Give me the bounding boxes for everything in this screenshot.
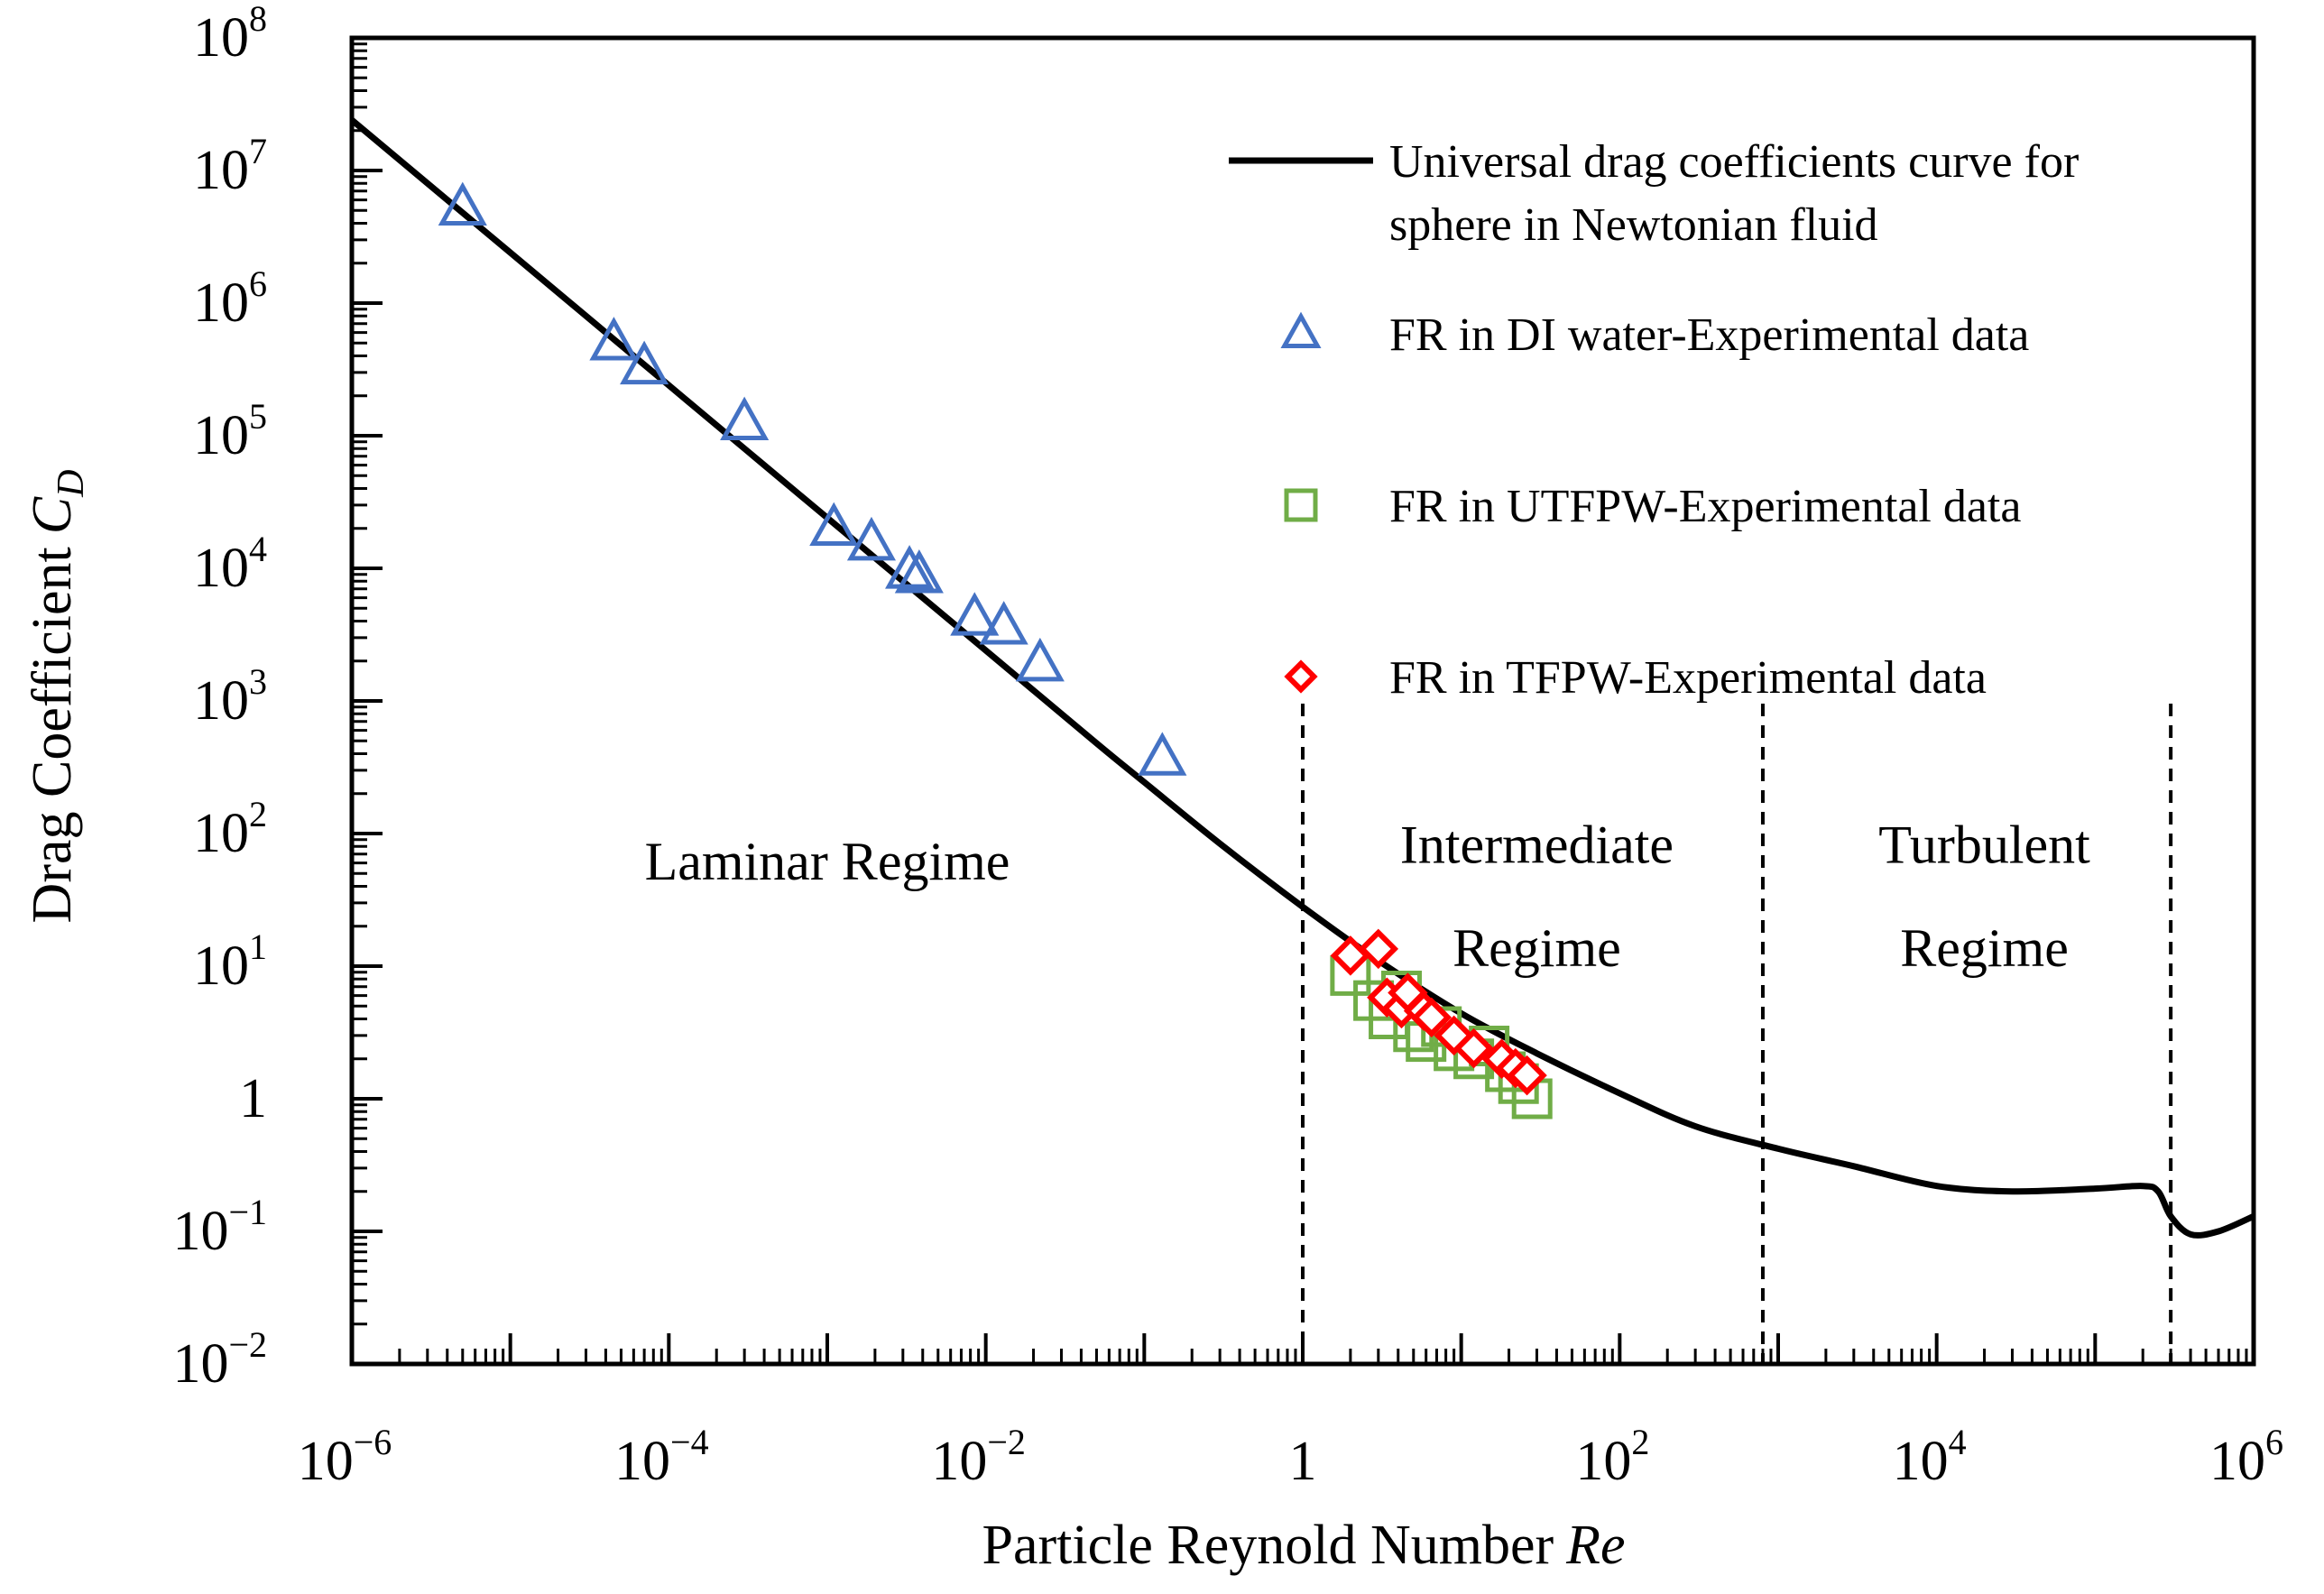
regime-label: Regime: [1452, 918, 1621, 978]
y-tick-label: 102: [193, 794, 267, 864]
di-water-point: [1015, 637, 1065, 682]
marker-layer: [438, 181, 1553, 1119]
x-tick-label: 10−2: [931, 1422, 1026, 1492]
y-tick-label: 107: [193, 131, 267, 201]
legend-series-label: FR in TFPW-Experimental data: [1389, 652, 1987, 704]
y-tick-label: 10−1: [172, 1192, 267, 1262]
x-tick-label: 106: [2209, 1422, 2283, 1492]
di-water-point: [979, 601, 1028, 645]
legend: Universal drag coefficients curve for sph…: [1229, 136, 2079, 704]
di-water-point: [720, 396, 770, 441]
y-tick-label: 104: [193, 529, 267, 599]
x-tick-label: 10−6: [298, 1422, 392, 1492]
y-axis-title: Drag CoefficientCD: [22, 470, 92, 924]
x-tick-label: 102: [1575, 1422, 1649, 1492]
drag-curve-layer: [349, 117, 2255, 1239]
x-tick-label: 104: [1893, 1422, 1967, 1492]
di-water-point: [620, 340, 669, 385]
regime-label: Regime: [1900, 918, 2069, 978]
y-tick-labels: 108 107 106 105 104 103 102 101 1 10−1 10−2: [172, 0, 267, 1395]
legend-curve-label: Universal drag coefficients curve for: [1389, 136, 2079, 188]
axis-ticks: [350, 36, 2255, 1366]
y-tick-label: 1: [239, 1068, 267, 1129]
di-water-point: [950, 592, 1000, 636]
legend-series-label: FR in UTFPW-Experimental data: [1389, 481, 2021, 532]
di-water-point: [885, 545, 935, 589]
regime-label: Intermediate: [1400, 815, 1674, 875]
regime-label: Laminar Regime: [645, 832, 1010, 891]
tfpw-point: [1358, 928, 1399, 970]
regime-labels: Laminar Regime Intermediate Regime Turbulen…: [645, 815, 2091, 978]
di-water-point: [846, 516, 897, 561]
y-tick-label: 10−2: [172, 1324, 267, 1395]
di-water-point: [809, 502, 859, 547]
legend-series-label: FR in DI water-Experimental data: [1389, 309, 2029, 361]
di-water-point: [438, 181, 487, 226]
x-tick-label: 1: [1289, 1431, 1317, 1492]
tfpw-point: [1453, 1027, 1494, 1069]
tfpw-point: [1411, 997, 1452, 1038]
tfpw-point: [1330, 935, 1371, 976]
x-axis-title: Particle Reynold Number Re: [982, 1515, 1625, 1576]
y-tick-label: 108: [193, 0, 267, 69]
legend-di-water-point-swatch: [1280, 311, 1322, 348]
universal-drag-curve: [349, 117, 2255, 1239]
regime-boundaries: [1301, 704, 2173, 1364]
x-tick-labels: 10−6 10−4 10−2 1 102 104 106: [298, 1422, 2283, 1492]
y-tick-label: 103: [193, 661, 267, 732]
regime-label: Turbulent: [1878, 815, 2090, 875]
legend-tfpw-point-swatch: [1284, 659, 1318, 694]
tfpw-point: [1507, 1055, 1547, 1096]
legend-utfpw-point-swatch: [1284, 488, 1318, 522]
y-tick-label: 106: [193, 263, 267, 334]
di-water-point: [894, 549, 944, 594]
y-tick-label: 101: [193, 926, 267, 997]
di-water-point: [589, 317, 639, 361]
di-water-point: [1138, 732, 1187, 776]
y-tick-label: 105: [193, 396, 267, 466]
legend-curve-label: sphere in Newtonian fluid: [1389, 199, 1878, 251]
x-tick-label: 10−4: [614, 1422, 709, 1492]
